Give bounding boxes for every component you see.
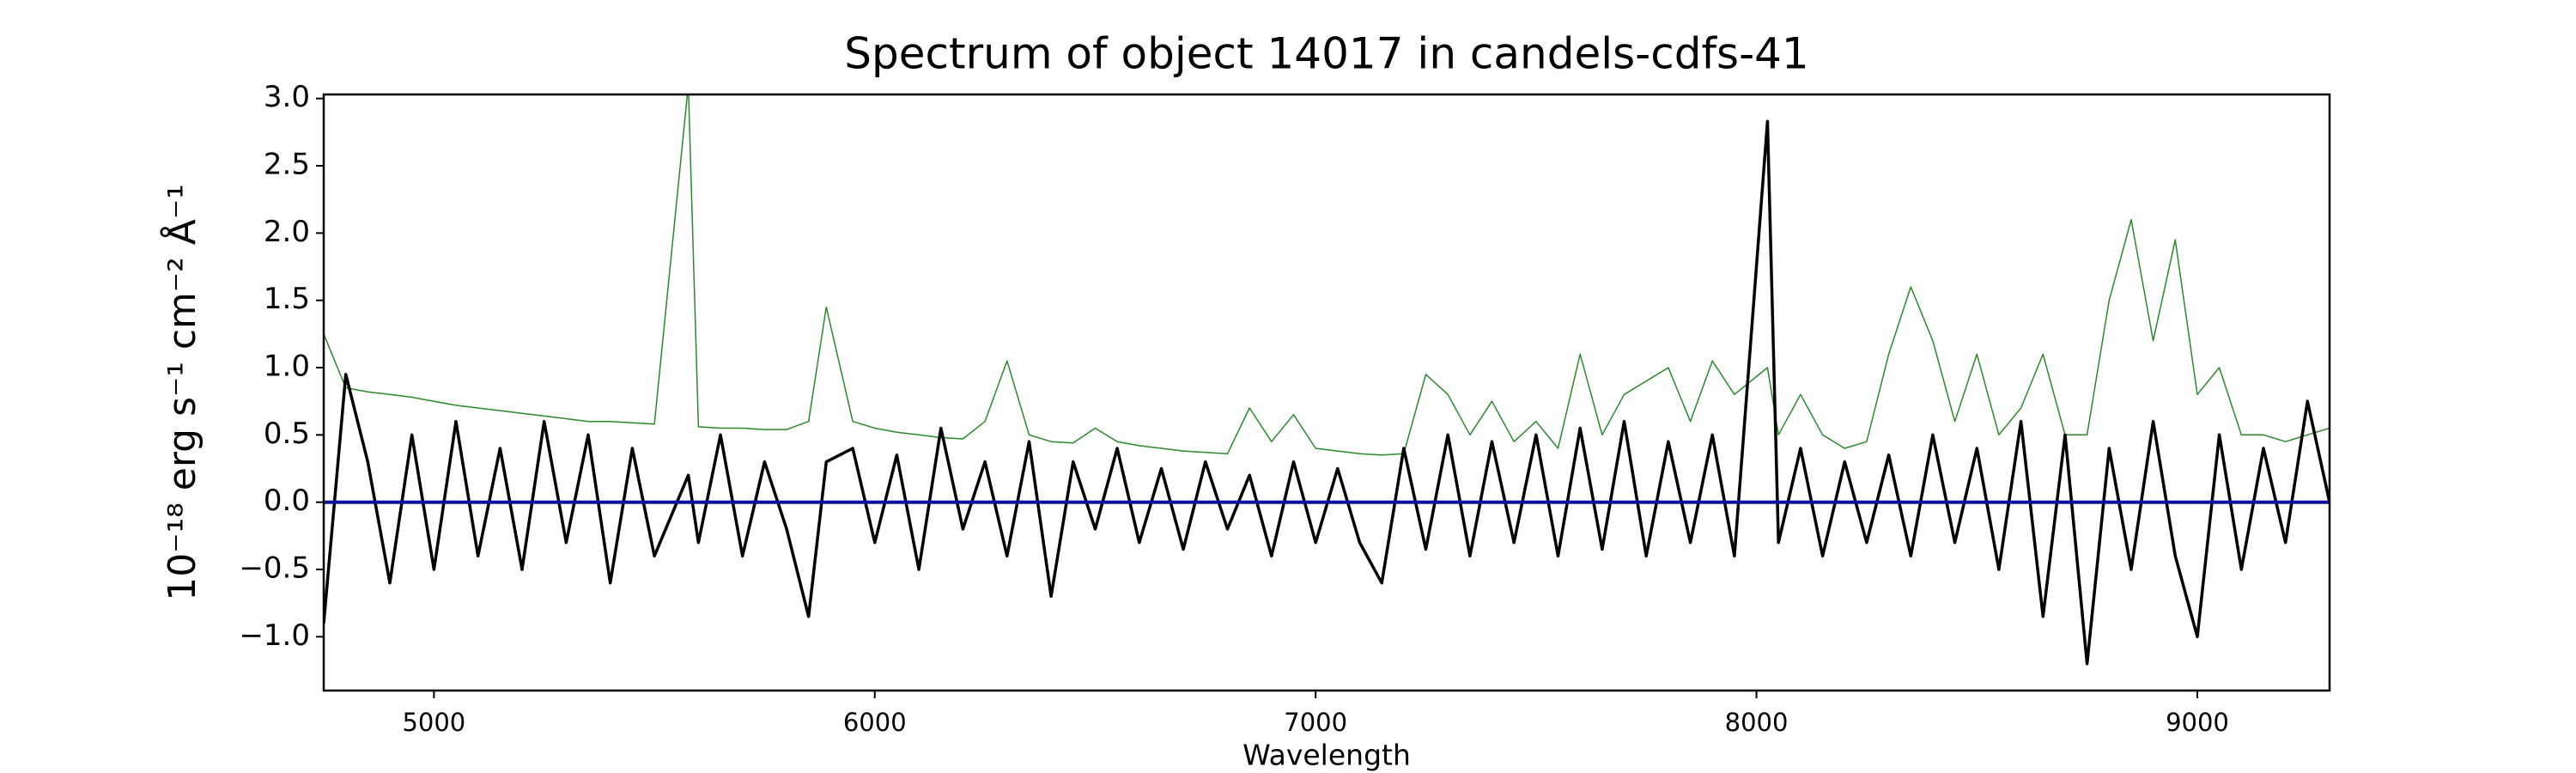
x-axis-label: Wavelength xyxy=(1242,739,1411,772)
y-tick-label: 1.5 xyxy=(264,282,310,316)
x-tick-label: 9000 xyxy=(2166,708,2229,737)
y-tick-label: 2.5 xyxy=(264,148,310,182)
spectrum-line xyxy=(324,94,2330,456)
x-tick-label: 6000 xyxy=(843,708,907,737)
y-tick-label: 0.0 xyxy=(264,484,310,518)
y-tick-label: 2.0 xyxy=(264,215,310,249)
y-tick-label: −0.5 xyxy=(239,551,310,586)
plot-lines xyxy=(324,94,2330,666)
chart-title: Spectrum of object 14017 in candels-cdfs… xyxy=(844,29,1809,79)
y-axis-label: 10⁻¹⁸ erg s⁻¹ cm⁻² Å⁻¹ xyxy=(159,184,204,600)
y-tick-label: 0.5 xyxy=(264,417,310,451)
x-tick-label: 5000 xyxy=(402,708,465,737)
y-tick-label: 1.0 xyxy=(264,350,310,384)
spectrum-line xyxy=(324,119,2330,666)
y-tick-label: −1.0 xyxy=(239,618,310,653)
plot-frame xyxy=(322,93,2331,692)
x-tick-label: 8000 xyxy=(1725,708,1789,737)
y-tick-label: 3.0 xyxy=(264,80,310,114)
x-tick-label: 7000 xyxy=(1284,708,1347,737)
